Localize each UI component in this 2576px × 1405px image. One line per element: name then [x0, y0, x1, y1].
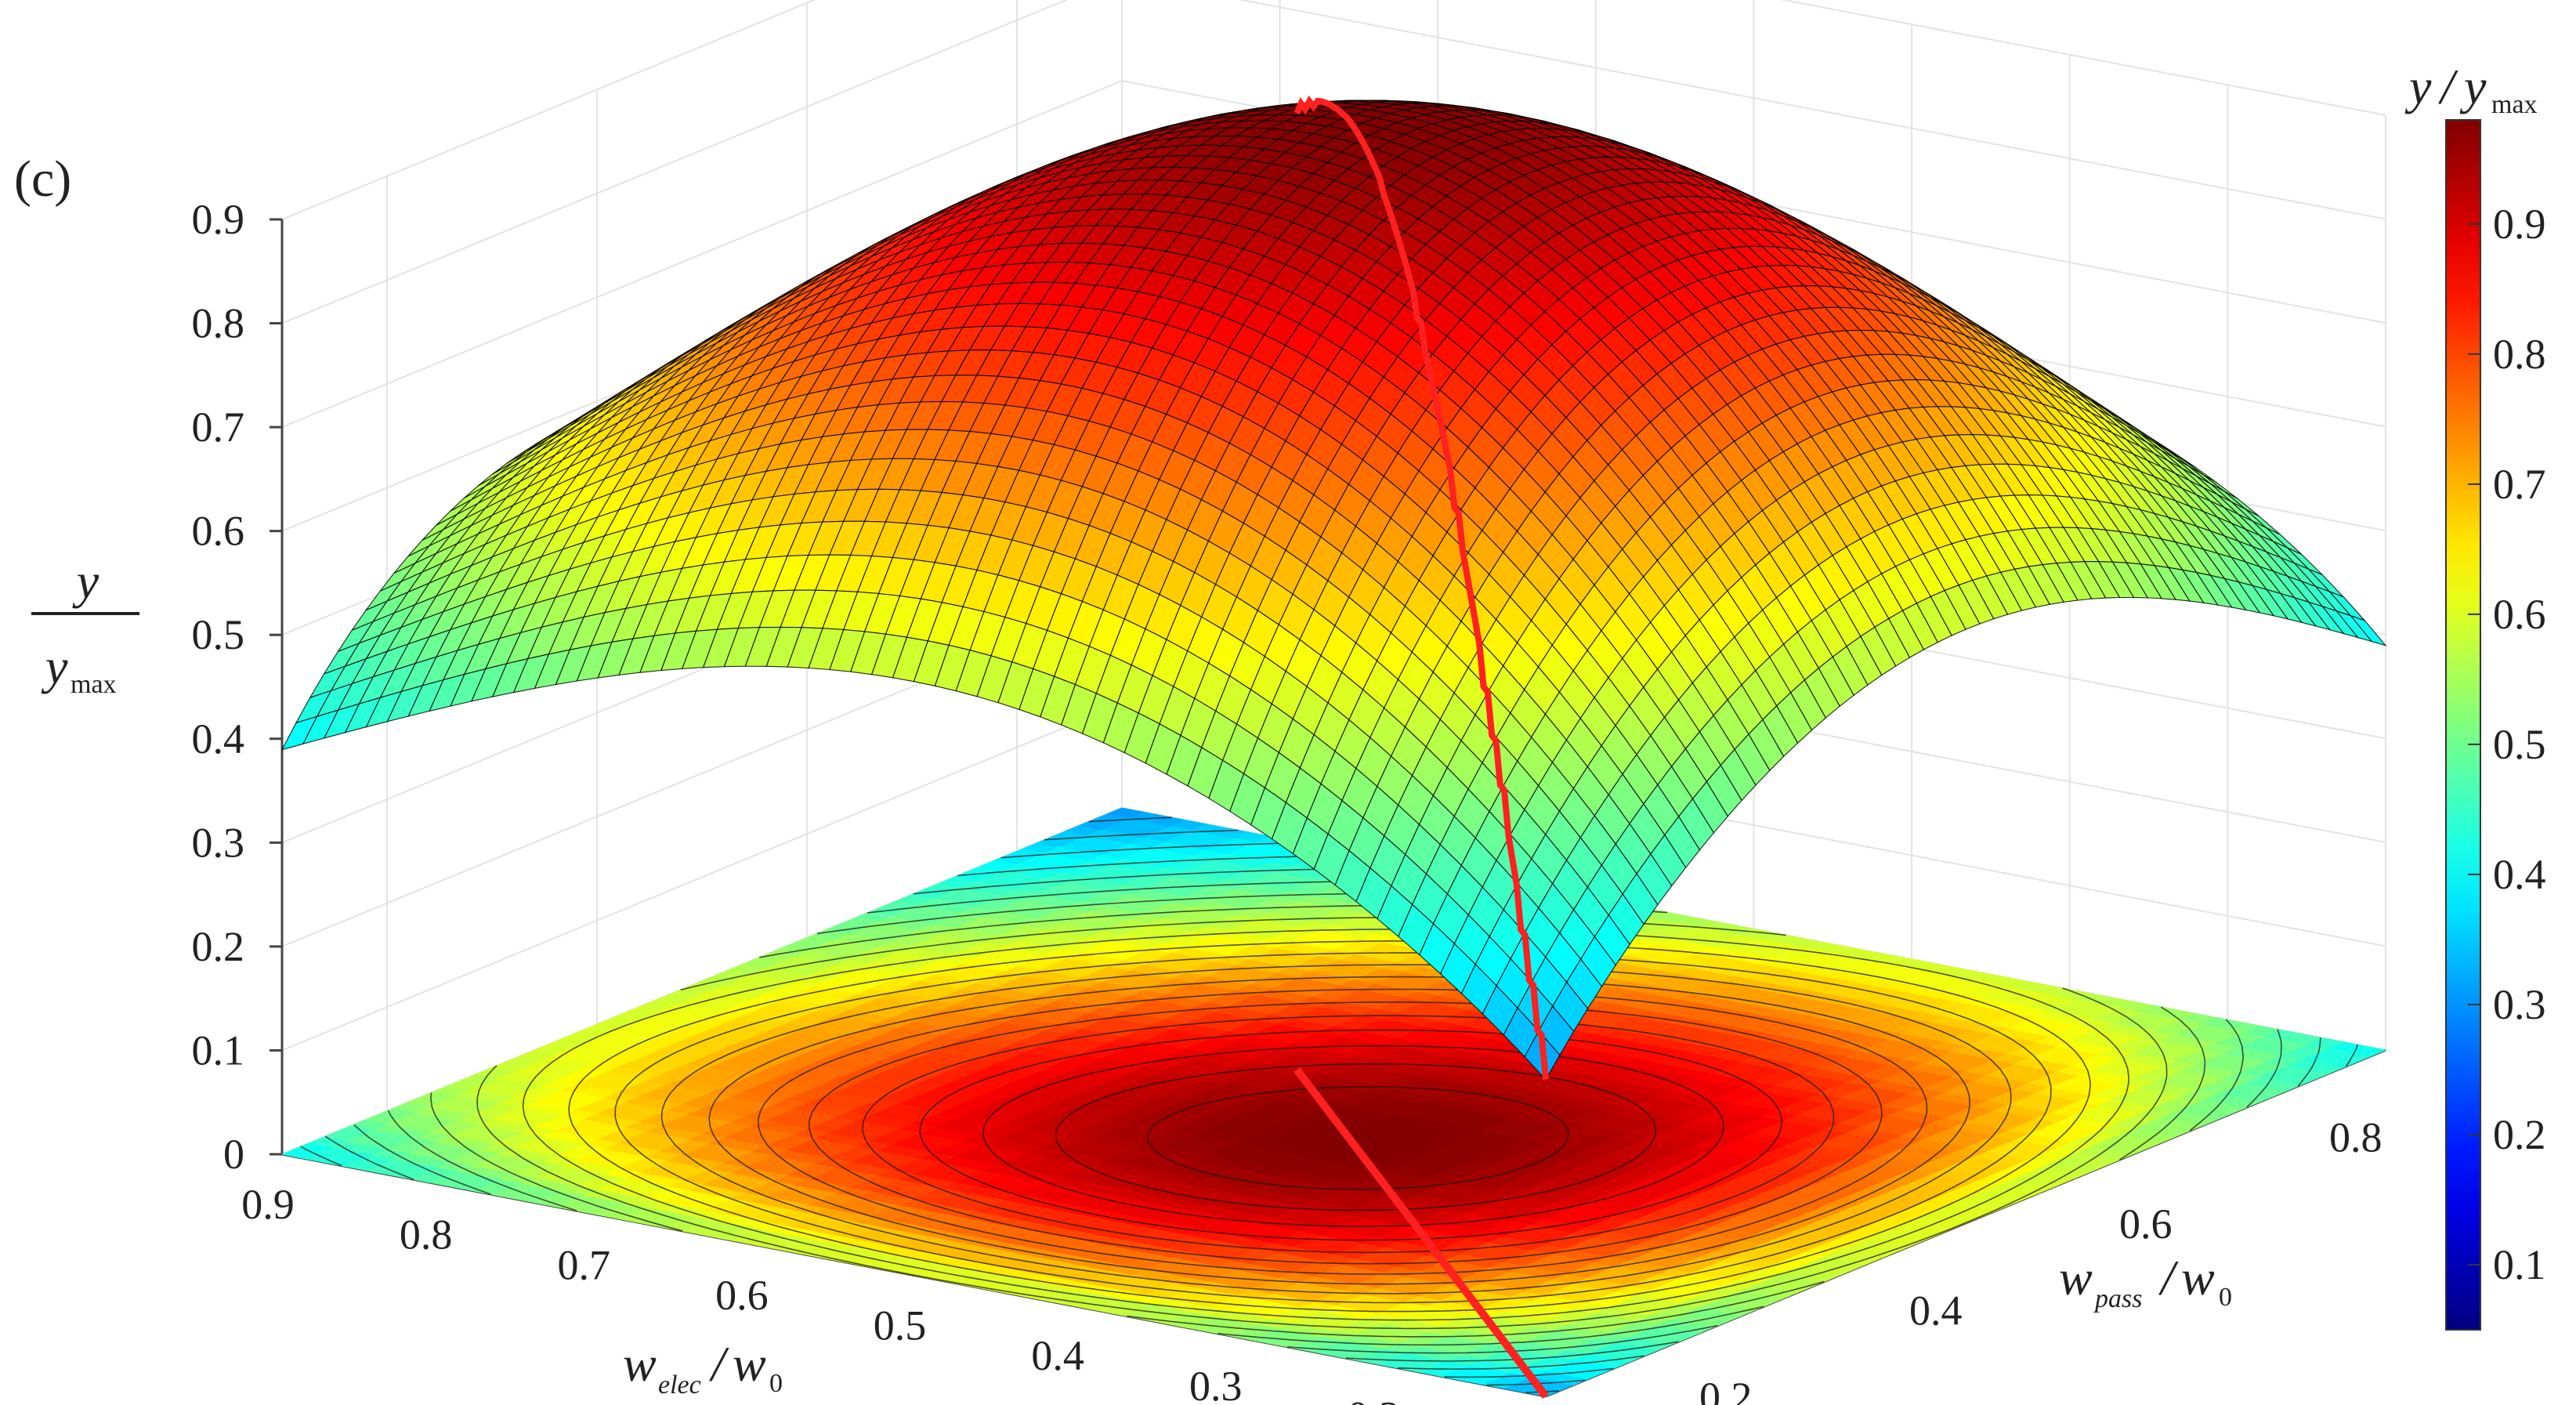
back-wall-gridline — [281, 0, 1069, 324]
contour-floor — [280, 807, 2387, 1400]
back-wall-gridline — [281, 80, 1123, 429]
back-wall-gridline — [281, 0, 816, 220]
back-wall-gridline — [281, 703, 1123, 1052]
side-wall-gridline — [1780, 0, 2386, 116]
